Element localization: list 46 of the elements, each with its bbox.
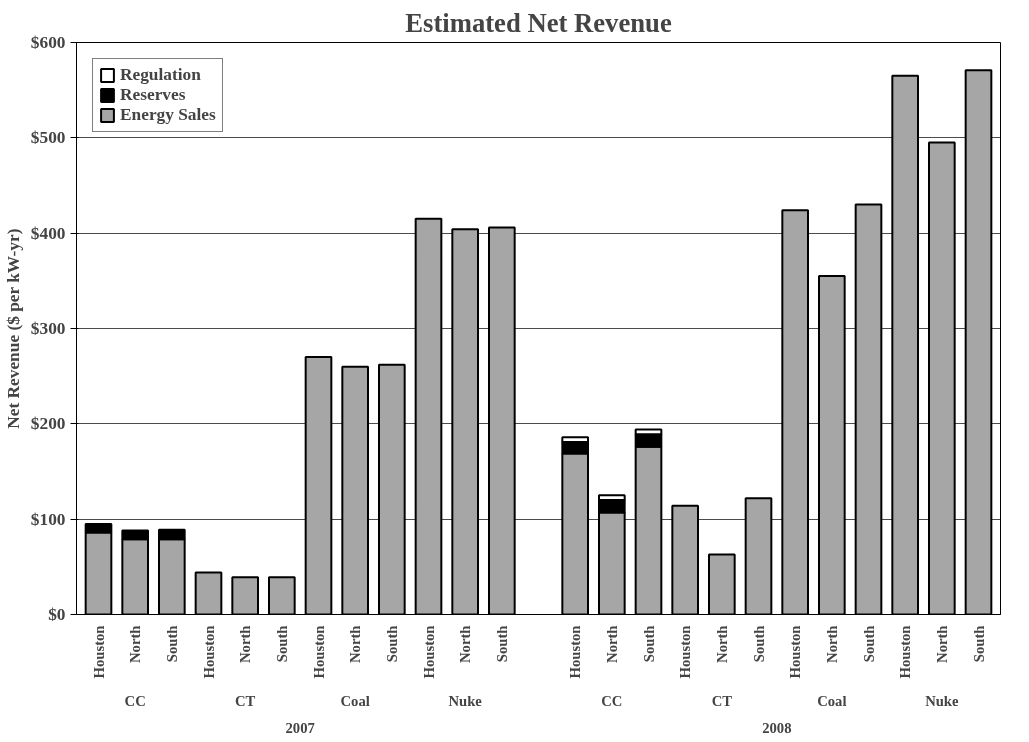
legend-label: Reserves xyxy=(120,85,186,105)
x-tick-label: South xyxy=(493,625,510,663)
x-tick-label: South xyxy=(750,625,767,663)
x-tick-label: South xyxy=(273,625,290,663)
x-tick-label: South xyxy=(163,625,180,663)
x-tick-label: Houston xyxy=(420,625,437,679)
x-tick-label: Houston xyxy=(787,625,804,679)
x-tick-label: Houston xyxy=(897,625,914,679)
x-tick-label: South xyxy=(860,625,877,663)
text: CC xyxy=(601,692,623,709)
x-tick-label: South xyxy=(970,625,987,663)
x-tick-label: North xyxy=(347,625,364,663)
text: Nuke xyxy=(925,692,960,709)
y-tick-label: $600 xyxy=(30,33,66,52)
x-tick-label: Houston xyxy=(200,625,217,679)
text: Nuke xyxy=(448,692,483,709)
chart-title: Estimated Net Revenue xyxy=(405,7,672,38)
x-tick-label: Houston xyxy=(310,625,327,679)
y-tick-label: $200 xyxy=(30,414,66,434)
x-tick-label: North xyxy=(127,625,144,663)
y-tick-label: $500 xyxy=(30,128,66,148)
legend-label: Energy Sales xyxy=(120,105,216,125)
legend-label: Regulation xyxy=(120,65,201,85)
text: 2008 xyxy=(762,719,792,736)
x-tick-label: South xyxy=(640,625,657,663)
y-tick-label: $300 xyxy=(30,319,66,338)
y-tick-label: $400 xyxy=(30,223,66,243)
x-tick-label: Houston xyxy=(567,625,584,679)
x-tick-label: North xyxy=(933,625,950,663)
text: CT xyxy=(711,692,733,709)
y-axis-title: Net Revenue ($ per kW-yr) xyxy=(3,228,23,429)
x-tick-label: Houston xyxy=(90,625,107,679)
y-tick-label: $0 xyxy=(48,605,66,624)
text: Coal xyxy=(340,692,370,709)
x-tick-label: North xyxy=(603,625,620,663)
x-tick-label: North xyxy=(237,625,254,663)
text: Coal xyxy=(817,692,847,709)
y-tick-label: $100 xyxy=(30,509,66,529)
text: CT xyxy=(234,692,256,709)
x-tick-label: North xyxy=(457,625,474,663)
x-tick-label: Houston xyxy=(677,625,694,679)
text: CC xyxy=(124,692,146,709)
x-tick-label: North xyxy=(713,625,730,663)
text: 2007 xyxy=(285,719,315,736)
x-tick-label: South xyxy=(383,625,400,663)
x-tick-label: North xyxy=(823,625,840,663)
